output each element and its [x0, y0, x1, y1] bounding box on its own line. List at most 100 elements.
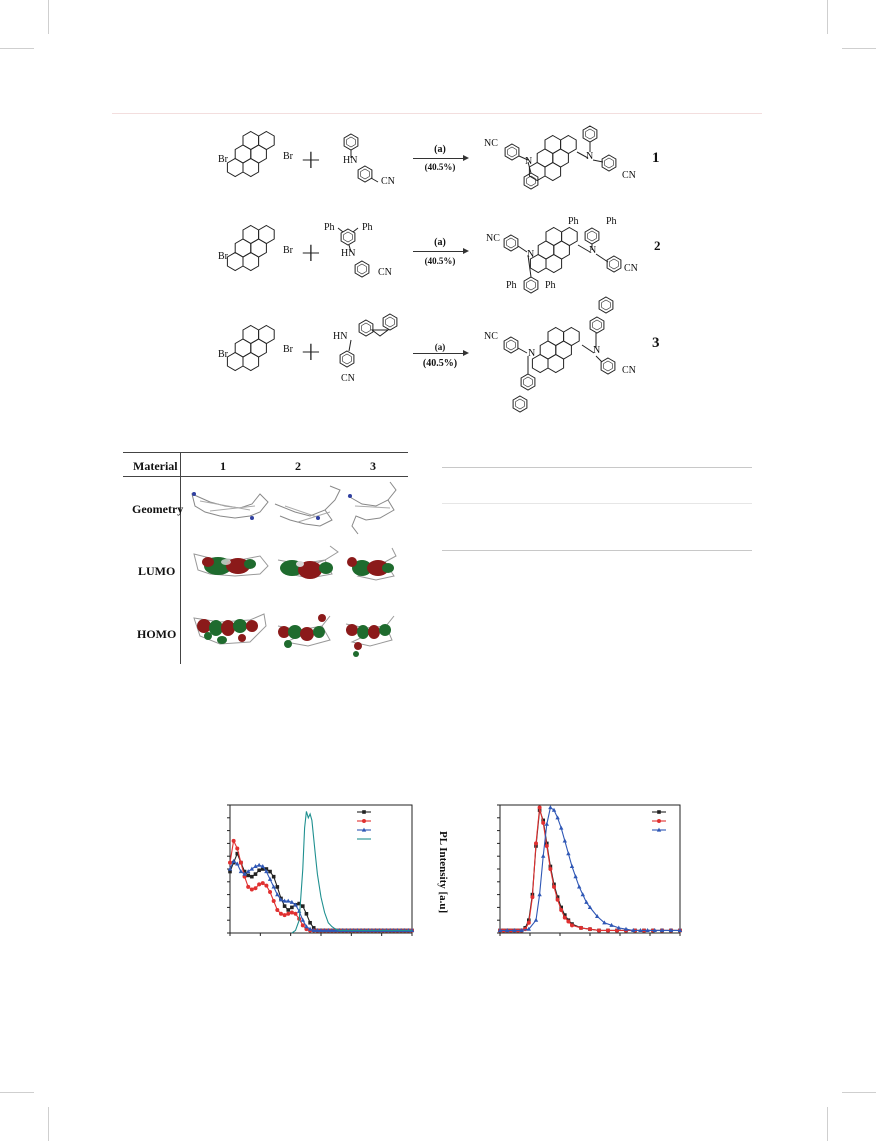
data-point: [562, 838, 567, 843]
data-point: [559, 907, 564, 912]
data-point: [548, 867, 553, 871]
data-point: [533, 917, 539, 922]
data-point: [322, 928, 327, 933]
atom-label: Ph: [362, 222, 373, 233]
data-point: [282, 904, 287, 908]
data-point: [534, 841, 538, 846]
data-point: [555, 895, 560, 899]
atom-label: N: [586, 151, 594, 162]
data-point: [551, 807, 557, 812]
geometry-model-2: [274, 485, 341, 527]
header-rule: [112, 113, 762, 114]
atom-label: N: [589, 245, 597, 256]
data-point: [260, 881, 265, 886]
series-line: [229, 838, 412, 931]
data-point: [286, 898, 291, 903]
data-point: [566, 919, 571, 924]
plus-sign: +: [300, 238, 322, 268]
data-point: [562, 915, 567, 920]
plus-sign: +: [300, 145, 322, 175]
data-point: [246, 884, 251, 889]
lumo-orbital-3: [347, 547, 397, 581]
atom-label: CN: [381, 176, 395, 187]
data-point: [544, 821, 549, 826]
data-point: [580, 892, 585, 897]
reaction-yield: (40.5%): [424, 256, 456, 266]
legend-marker: [361, 827, 367, 832]
reaction-condition: (a): [434, 237, 446, 248]
atom-label: N: [593, 345, 601, 356]
data-point: [552, 884, 556, 889]
table-header-material: Material: [133, 459, 178, 473]
mo-images: [191, 481, 397, 657]
text-rule: [442, 467, 752, 468]
data-point: [301, 904, 305, 908]
legend-marker: [657, 819, 661, 823]
data-point: [278, 897, 284, 902]
data-point: [541, 820, 546, 825]
data-point: [289, 910, 294, 915]
data-point: [638, 928, 643, 933]
text-rule: [442, 550, 752, 551]
data-point: [559, 825, 564, 830]
atom-label: Ph: [324, 222, 335, 233]
data-point: [290, 905, 294, 910]
atom-label: Br: [218, 251, 228, 262]
data-point: [602, 920, 607, 925]
data-point: [304, 924, 309, 929]
data-point: [275, 907, 280, 912]
pl-intensity-axis-label: PL Intensity [a.u]: [437, 831, 449, 914]
table-header-col: 1: [220, 459, 226, 473]
atom-label: Ph: [606, 216, 617, 227]
data-point: [569, 864, 575, 869]
crop-mark: [842, 48, 876, 49]
data-point: [271, 899, 276, 903]
table-row-label: HOMO: [137, 627, 177, 641]
data-point: [231, 838, 236, 843]
series-line: [500, 809, 680, 931]
data-point: [606, 928, 610, 933]
data-point: [293, 902, 298, 907]
reaction-arrow: [413, 248, 469, 254]
data-point: [329, 928, 335, 933]
data-point: [300, 923, 305, 928]
series-line: [229, 852, 412, 931]
crop-mark: [842, 1092, 876, 1093]
data-point: [257, 868, 261, 873]
data-point: [587, 905, 593, 909]
atom-label: HN: [341, 248, 356, 259]
crop-mark: [48, 1107, 49, 1141]
data-point: [300, 917, 305, 922]
legend-marker: [362, 819, 366, 823]
absorption-chart: [227, 804, 415, 936]
data-point: [623, 926, 629, 931]
data-point: [286, 908, 291, 912]
table-header-col: 2: [295, 459, 301, 473]
data-point: [548, 805, 553, 810]
data-point: [311, 926, 316, 930]
data-point: [541, 818, 545, 823]
table-top-rule: [123, 452, 408, 453]
table-header-rule: [123, 476, 408, 477]
legend-marker: [656, 827, 662, 832]
data-point: [566, 851, 571, 856]
reaction-arrow: [413, 155, 469, 161]
data-point: [308, 920, 312, 925]
data-point: [609, 922, 614, 927]
data-point: [597, 928, 601, 933]
data-point: [275, 885, 280, 889]
data-point: [512, 928, 517, 933]
table-column-divider: [180, 452, 181, 664]
data-point: [570, 923, 574, 928]
data-point: [260, 867, 265, 871]
data-point: [253, 886, 258, 891]
homo-orbital-2: [277, 614, 331, 648]
data-point: [264, 883, 269, 888]
data-point: [249, 887, 254, 892]
data-point: [293, 911, 298, 916]
atom-label: N: [527, 249, 535, 260]
atom-label: CN: [622, 170, 636, 181]
data-point: [268, 890, 273, 895]
data-point: [555, 815, 560, 820]
data-point: [304, 912, 309, 916]
